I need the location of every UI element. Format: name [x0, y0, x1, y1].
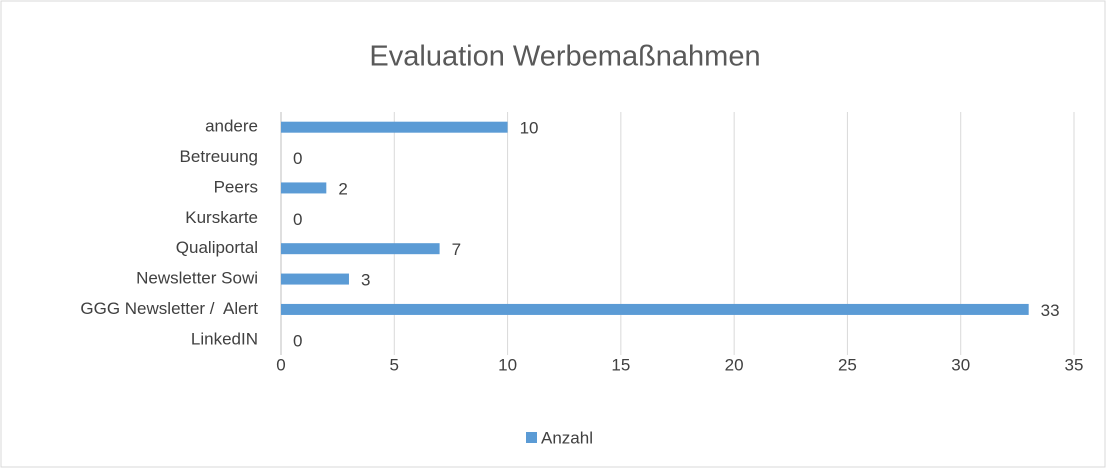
bar	[281, 243, 440, 255]
bar	[281, 182, 327, 194]
x-tick-label: 35	[1065, 355, 1084, 374]
data-label: 0	[293, 149, 302, 168]
y-tick-label: LinkedIN	[191, 329, 258, 348]
x-tick-label: 5	[390, 355, 399, 374]
chart-title: Evaluation Werbemaßnahmen	[369, 41, 760, 73]
y-tick-label: Peers	[214, 177, 258, 196]
data-label: 7	[452, 240, 461, 259]
data-label: 0	[293, 210, 302, 229]
y-tick-label: Kurskarte	[185, 208, 258, 227]
x-tick-label: 15	[611, 355, 630, 374]
y-tick-label: andere	[205, 117, 258, 136]
data-label: 10	[520, 119, 539, 138]
x-tick-label: 30	[951, 355, 970, 374]
legend-swatch	[526, 432, 537, 443]
bar	[281, 121, 508, 133]
y-tick-label: GGG Newsletter / Alert	[80, 299, 258, 318]
data-label: 0	[293, 331, 302, 350]
y-tick-label: Qualiportal	[176, 238, 258, 257]
x-tick-label: 0	[276, 355, 285, 374]
x-tick-label: 25	[838, 355, 857, 374]
data-label: 3	[361, 271, 370, 290]
legend-label: Anzahl	[541, 428, 593, 447]
y-tick-label: Newsletter Sowi	[136, 269, 258, 288]
data-label: 2	[338, 179, 347, 198]
bar	[281, 273, 349, 285]
x-tick-label: 10	[498, 355, 517, 374]
x-tick-label: 20	[725, 355, 744, 374]
bar	[281, 303, 1029, 315]
data-label: 33	[1041, 301, 1060, 320]
y-tick-label: Betreuung	[180, 147, 258, 166]
